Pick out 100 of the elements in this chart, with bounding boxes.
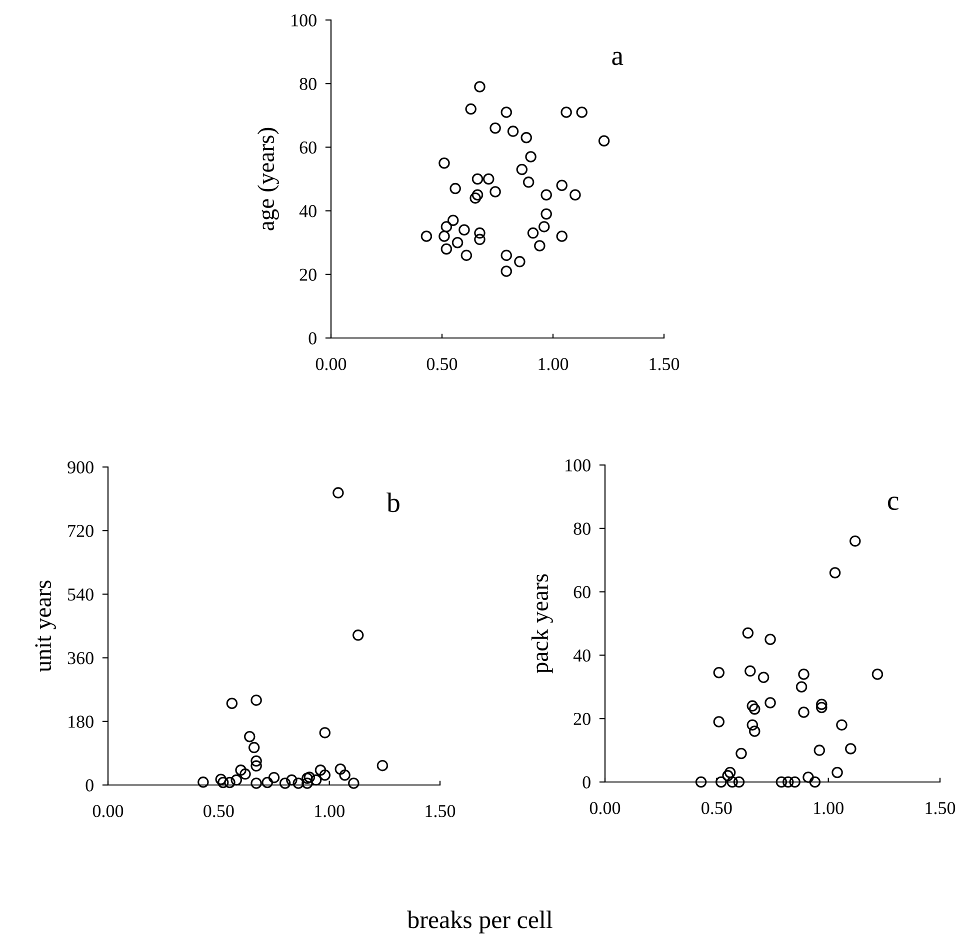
y-axis-title: pack years: [531, 574, 553, 674]
point: [516, 164, 528, 176]
point: [302, 772, 313, 784]
point: [522, 176, 534, 188]
point: [352, 630, 364, 641]
y-tick-label: 100: [292, 14, 316, 26]
point: [472, 189, 484, 201]
point: [465, 103, 476, 115]
point: [758, 672, 770, 684]
point: [250, 760, 262, 772]
point: [250, 755, 262, 767]
x-tick-label: 0.00: [316, 358, 346, 370]
x-tick-label: 0.50: [204, 804, 234, 818]
point: [538, 221, 550, 232]
point: [319, 769, 331, 781]
point: [829, 567, 841, 578]
point: [244, 730, 256, 742]
point: [319, 727, 331, 738]
point: [746, 719, 758, 731]
point: [438, 230, 450, 242]
point: [540, 189, 552, 201]
point: [474, 227, 486, 239]
point: [452, 236, 464, 248]
y-tick-label: 0: [86, 779, 94, 792]
point: [215, 774, 227, 785]
point: [733, 776, 745, 788]
point: [816, 702, 828, 714]
point: [472, 173, 484, 185]
y-tick-label: 40: [299, 205, 316, 218]
point: [540, 208, 552, 220]
point: [520, 132, 532, 144]
y-axis-title: unit years: [35, 580, 56, 672]
point: [440, 243, 452, 255]
y-tick-label: 0: [582, 776, 590, 788]
point: [749, 726, 760, 737]
annotation: a: [612, 52, 624, 66]
x-tick-label: 0.00: [92, 804, 124, 818]
point: [798, 706, 810, 718]
point: [248, 742, 260, 754]
point: [802, 772, 814, 783]
point: [749, 703, 760, 715]
x-tick-label: 0.00: [590, 802, 620, 814]
y-tick-label: 900: [68, 461, 94, 474]
point: [482, 173, 494, 185]
point: [450, 182, 461, 194]
point: [490, 186, 501, 198]
y-tick-label: 80: [300, 78, 316, 90]
point: [262, 776, 273, 788]
point: [746, 700, 758, 712]
x-tick-label: 1.00: [814, 802, 844, 814]
point: [286, 774, 298, 786]
point: [556, 230, 568, 242]
point: [440, 221, 452, 232]
y-tick-label: 0: [308, 332, 316, 344]
point: [447, 214, 459, 226]
point: [576, 106, 588, 118]
point: [438, 157, 450, 169]
point: [814, 744, 826, 756]
annotation: b: [386, 492, 400, 512]
y-tick-label: 60: [300, 141, 316, 154]
point: [302, 778, 313, 789]
point: [339, 769, 350, 781]
point: [314, 764, 326, 776]
x-tick-label: 1.00: [538, 358, 568, 370]
point: [230, 774, 242, 786]
point: [458, 224, 470, 236]
y-tick-label: 60: [574, 586, 590, 598]
point: [507, 126, 519, 137]
y-tick-label: 720: [68, 524, 94, 538]
point: [268, 772, 280, 784]
point: [474, 234, 486, 246]
point: [798, 668, 810, 680]
x-tick-label: 0.50: [702, 802, 732, 814]
point: [598, 135, 610, 146]
point: [235, 764, 246, 776]
point: [500, 250, 512, 261]
point: [713, 716, 725, 728]
point: [560, 106, 572, 118]
point: [500, 106, 512, 118]
x-tick-label: 0.50: [426, 358, 458, 370]
y-tick-label: 540: [68, 588, 94, 601]
point: [292, 778, 304, 789]
point: [348, 778, 360, 789]
point: [736, 748, 747, 760]
point: [250, 694, 262, 706]
point: [764, 697, 776, 708]
y-tick-label: 180: [68, 716, 94, 728]
point: [217, 776, 229, 788]
point: [832, 766, 843, 778]
point: [240, 768, 251, 780]
point: [420, 230, 432, 242]
x-axis-title: breaks per cell: [407, 910, 552, 934]
point: [226, 698, 238, 710]
point: [376, 760, 388, 772]
y-tick-label: 40: [573, 649, 590, 662]
point: [250, 778, 262, 789]
x-tick-label: 1.50: [426, 804, 456, 818]
point: [726, 776, 738, 788]
point: [836, 719, 848, 731]
y-axis-title: age (years): [257, 128, 279, 230]
